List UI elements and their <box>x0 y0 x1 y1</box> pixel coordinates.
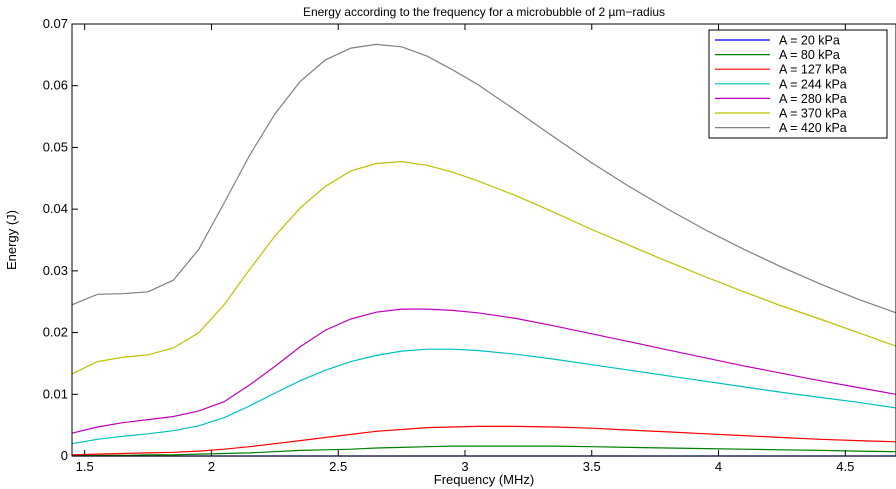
series-line-3 <box>71 348 896 445</box>
x-tick-label: 1.5 <box>76 459 94 474</box>
legend-label-2: A = 127 kPa <box>779 63 847 77</box>
y-tick-label: 0.05 <box>43 139 68 154</box>
legend-label-1: A = 80 kPa <box>779 48 840 62</box>
plot-frame <box>71 23 896 457</box>
series-line-5 <box>71 160 896 375</box>
y-tick-label: 0.02 <box>43 325 68 340</box>
y-tick-label: 0.06 <box>43 78 68 93</box>
y-axis-label: Energy (J) <box>4 210 19 270</box>
y-tick-label: 0 <box>61 448 68 463</box>
series-line-1 <box>72 445 896 456</box>
series-layer <box>71 43 896 457</box>
y-tick-label: 0.04 <box>43 201 68 216</box>
series-line-4 <box>71 308 896 434</box>
chart-title: Energy according to the frequency for a … <box>303 5 665 19</box>
x-tick-label: 2.5 <box>329 459 347 474</box>
legend-label-4: A = 280 kPa <box>779 92 847 106</box>
x-tick-label: 2 <box>208 459 215 474</box>
legend-label-6: A = 420 kPa <box>779 121 847 135</box>
tick-layer: 1.5 2 2.5 3 3.5 4 4.5 0 0.01 0.02 0.03 0.04 0.05 0.06… <box>43 16 855 474</box>
x-tick-label: 3.5 <box>583 459 601 474</box>
y-tick-label: 0.07 <box>43 16 68 31</box>
x-tick-label: 4.5 <box>836 459 854 474</box>
y-tick-label: 0.03 <box>43 263 68 278</box>
series-line-2 <box>71 425 896 456</box>
legend-label-3: A = 244 kPa <box>779 77 847 91</box>
x-axis-label: Frequency (MHz) <box>434 472 534 487</box>
x-tick-label: 4 <box>715 459 722 474</box>
x-tick-label: 3 <box>461 459 468 474</box>
legend-label-5: A = 370 kPa <box>779 107 847 121</box>
y-tick-label: 0.01 <box>43 386 68 401</box>
series-line-6 <box>71 43 896 314</box>
legend-label-0: A = 20 kPa <box>779 34 840 48</box>
